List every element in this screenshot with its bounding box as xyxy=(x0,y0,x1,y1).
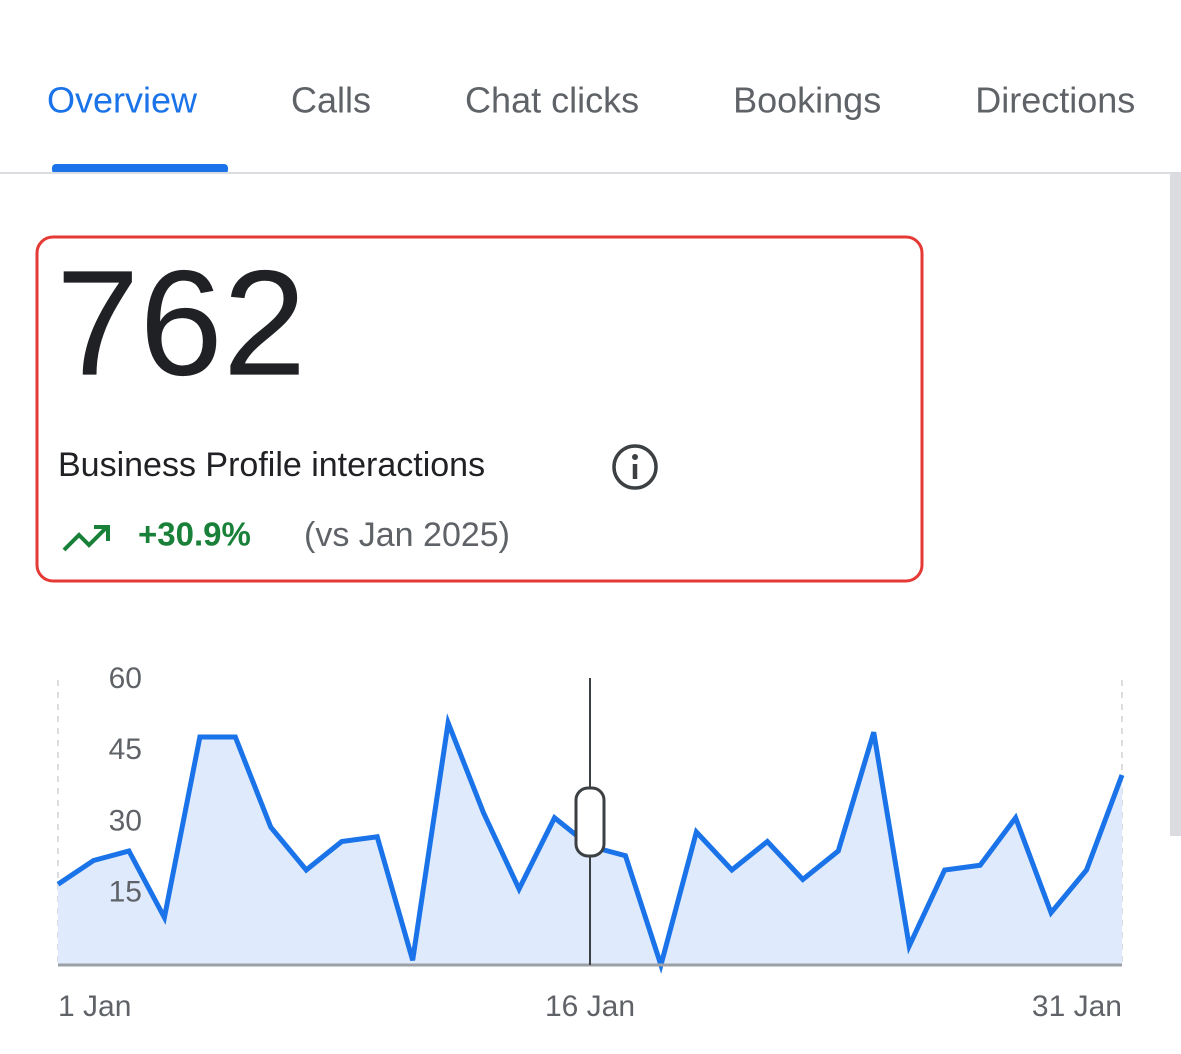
x-tick-label: 31 Jan xyxy=(1032,990,1122,1023)
y-tick-label: 60 xyxy=(109,662,142,695)
info-icon[interactable] xyxy=(612,444,658,490)
tab[interactable]: Overview xyxy=(47,80,198,121)
y-tick-label: 30 xyxy=(109,804,142,837)
y-tick-label: 15 xyxy=(109,876,142,909)
metric-value: 762 xyxy=(56,239,306,407)
scrollbar xyxy=(1170,174,1181,836)
x-tick-label: 1 Jan xyxy=(58,990,131,1023)
cursor-handle[interactable] xyxy=(574,786,606,858)
metric-change: +30.9% xyxy=(138,516,251,553)
active-tab-indicator xyxy=(52,164,228,174)
area-fill xyxy=(58,722,1122,965)
y-tick-label: 45 xyxy=(109,733,142,766)
metric-label: Business Profile interactions xyxy=(58,446,485,484)
tab[interactable]: Chat clicks xyxy=(465,80,639,121)
highlight-box xyxy=(35,235,924,583)
tab[interactable]: Calls xyxy=(291,80,371,121)
metric-comparison: (vs Jan 2025) xyxy=(304,516,510,554)
tab[interactable]: Directions xyxy=(975,80,1135,121)
x-tick-label: 16 Jan xyxy=(545,990,635,1023)
trend-up-icon xyxy=(62,525,110,552)
tab[interactable]: Bookings xyxy=(733,80,881,121)
